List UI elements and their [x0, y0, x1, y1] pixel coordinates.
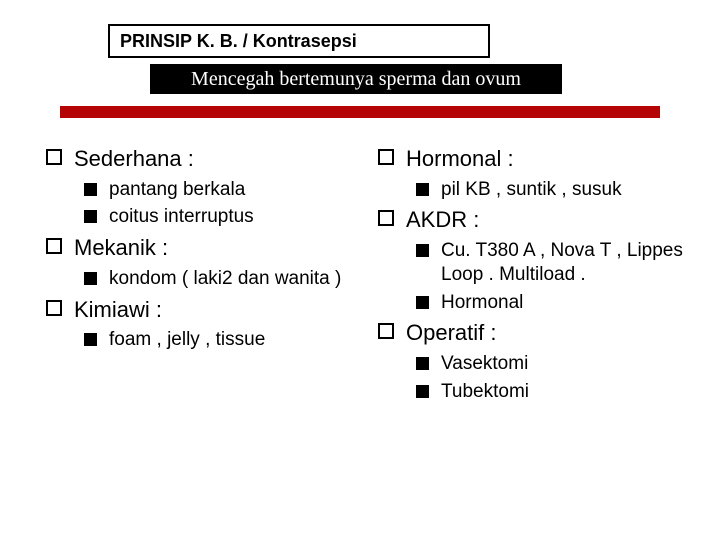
hollow-square-bullet-icon — [378, 210, 394, 226]
filled-square-bullet-icon — [416, 296, 429, 309]
subtitle-box: Mencegah bertemunya sperma dan ovum — [150, 64, 562, 94]
content-columns: Sederhana : pantang berkala coitus interru… — [46, 140, 686, 406]
filled-square-bullet-icon — [416, 385, 429, 398]
list-item-text: Operatif : — [406, 318, 496, 348]
filled-square-bullet-icon — [84, 333, 97, 346]
list-item-text: Tubektomi — [441, 380, 529, 404]
list-item-lvl1: Hormonal : — [378, 144, 686, 174]
list-item-text: AKDR : — [406, 205, 479, 235]
title-box: PRINSIP K. B. / Kontrasepsi — [108, 24, 490, 58]
hollow-square-bullet-icon — [46, 238, 62, 254]
list-item-text: Hormonal — [441, 291, 523, 315]
list-item-lvl2: kondom ( laki2 dan wanita ) — [84, 267, 354, 291]
list-item-text: pil KB , suntik , susuk — [441, 178, 622, 202]
list-item-lvl1: AKDR : — [378, 205, 686, 235]
list-item-lvl2: Hormonal — [416, 291, 686, 315]
filled-square-bullet-icon — [84, 183, 97, 196]
list-item-text: Cu. T380 A , Nova T , Lippes Loop . Mult… — [441, 239, 686, 287]
hollow-square-bullet-icon — [378, 323, 394, 339]
list-item-lvl2: Cu. T380 A , Nova T , Lippes Loop . Mult… — [416, 239, 686, 287]
divider-bar — [60, 106, 660, 118]
left-column: Sederhana : pantang berkala coitus interru… — [46, 140, 364, 406]
list-item-text: Sederhana : — [74, 144, 194, 174]
list-item-lvl1: Kimiawi : — [46, 295, 354, 325]
list-item-text: pantang berkala — [109, 178, 245, 202]
hollow-square-bullet-icon — [46, 300, 62, 316]
filled-square-bullet-icon — [416, 244, 429, 257]
filled-square-bullet-icon — [84, 210, 97, 223]
right-column: Hormonal : pil KB , suntik , susuk AKDR : C… — [364, 140, 686, 406]
list-item-lvl1: Operatif : — [378, 318, 686, 348]
filled-square-bullet-icon — [84, 272, 97, 285]
subtitle-text: Mencegah bertemunya sperma dan ovum — [191, 68, 521, 91]
list-item-text: foam , jelly , tissue — [109, 328, 265, 352]
title-text: PRINSIP K. B. / Kontrasepsi — [120, 31, 357, 52]
list-item-lvl2: Tubektomi — [416, 380, 686, 404]
list-item-text: kondom ( laki2 dan wanita ) — [109, 267, 341, 291]
list-item-lvl2: foam , jelly , tissue — [84, 328, 354, 352]
hollow-square-bullet-icon — [378, 149, 394, 165]
list-item-lvl2: coitus interruptus — [84, 205, 354, 229]
list-item-lvl2: pantang berkala — [84, 178, 354, 202]
list-item-lvl2: Vasektomi — [416, 352, 686, 376]
list-item-lvl2: pil KB , suntik , susuk — [416, 178, 686, 202]
filled-square-bullet-icon — [416, 183, 429, 196]
list-item-lvl1: Mekanik : — [46, 233, 354, 263]
list-item-text: coitus interruptus — [109, 205, 254, 229]
list-item-lvl1: Sederhana : — [46, 144, 354, 174]
list-item-text: Kimiawi : — [74, 295, 162, 325]
list-item-text: Vasektomi — [441, 352, 528, 376]
list-item-text: Hormonal : — [406, 144, 514, 174]
hollow-square-bullet-icon — [46, 149, 62, 165]
filled-square-bullet-icon — [416, 357, 429, 370]
list-item-text: Mekanik : — [74, 233, 168, 263]
